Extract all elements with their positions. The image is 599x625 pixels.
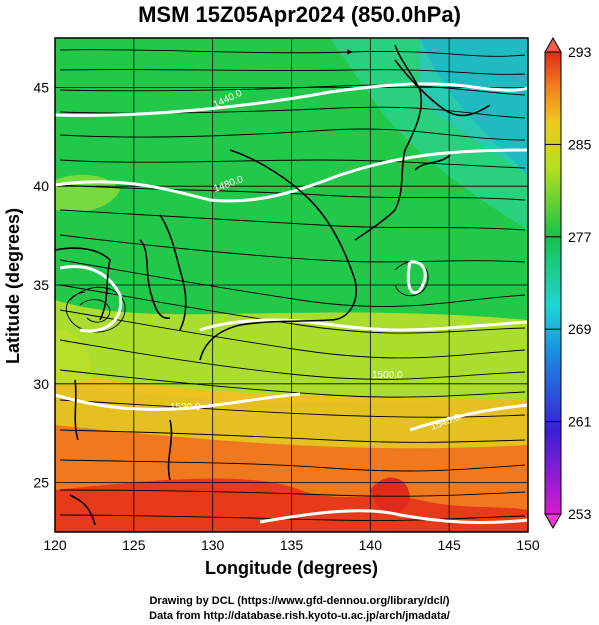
chart-title: MSM 15Z05Apr2024 (850.0hPa) — [138, 2, 461, 27]
credit-drawing: Drawing by DCL (https://www.gfd-dennou.o… — [149, 595, 450, 607]
x-tick-label: 125 — [122, 537, 146, 553]
colorbar-tick-label: 277 — [568, 229, 592, 245]
x-tick-label: 135 — [280, 537, 304, 553]
colorbar: 293 285 277 269 261 253 — [544, 36, 592, 530]
x-tick-label: 140 — [359, 537, 383, 553]
y-axis-label: Latitude (degrees) — [3, 207, 23, 365]
contour-label: 1520.0 — [170, 402, 201, 413]
colorbar-tick-label: 261 — [568, 414, 592, 430]
x-tick-label: 145 — [437, 537, 461, 553]
plot-frame — [54, 37, 529, 533]
colorbar-tick-label: 285 — [568, 136, 592, 152]
x-tick-label: 120 — [43, 537, 67, 553]
y-tick-label: 30 — [33, 376, 49, 392]
y-tick-label: 45 — [33, 79, 49, 95]
credit-data: Data from http://database.rish.kyoto-u.a… — [149, 610, 450, 622]
y-tick-label: 40 — [33, 178, 49, 194]
x-axis-ticks: 120 125 130 135 140 145 150 — [43, 537, 540, 553]
wind-streamlines — [59, 49, 526, 521]
colorbar-tick-label: 253 — [568, 506, 592, 522]
colorbar-ticks: 293 285 277 269 261 253 — [545, 44, 592, 522]
x-tick-label: 150 — [516, 537, 540, 553]
colorbar-tick-label: 269 — [568, 321, 592, 337]
coastlines — [54, 44, 491, 526]
x-tick-label: 130 — [201, 537, 225, 553]
y-tick-label: 35 — [33, 277, 49, 293]
colorbar-tick-label: 293 — [568, 44, 592, 60]
height-contours — [54, 82, 529, 524]
colorbar-min-arrow — [544, 513, 562, 530]
colorbar-max-arrow — [544, 36, 562, 53]
x-axis-label: Longitude (degrees) — [204, 558, 378, 578]
colorbar-scale — [544, 51, 562, 515]
contour-label: 1500.0 — [372, 370, 403, 381]
y-tick-label: 25 — [33, 475, 49, 491]
y-axis-ticks: 25 30 35 40 45 — [33, 79, 49, 490]
